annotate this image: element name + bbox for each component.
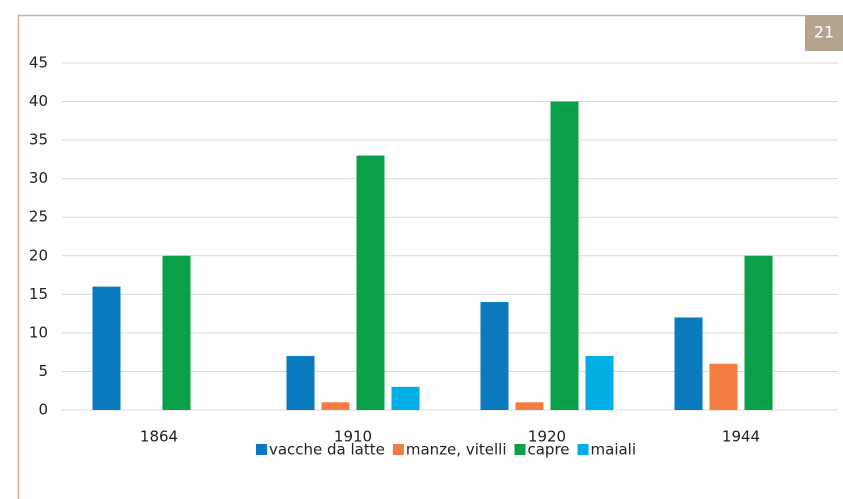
bar — [391, 386, 420, 410]
y-tick-label: 30 — [29, 169, 48, 187]
bar — [744, 255, 773, 410]
legend-label: manze, vitelli — [406, 441, 507, 459]
bar — [162, 255, 191, 410]
bar — [92, 286, 121, 410]
bar — [321, 402, 350, 410]
legend-swatch — [392, 444, 404, 455]
y-tick-label: 15 — [29, 285, 48, 303]
bar — [709, 363, 738, 410]
y-tick-label: 0 — [38, 401, 48, 419]
bar — [550, 101, 579, 411]
x-tick-label: 1944 — [722, 428, 760, 446]
legend-label: maiali — [591, 441, 637, 459]
y-tick-label: 10 — [29, 323, 48, 341]
x-tick-label: 1920 — [528, 428, 566, 446]
legend-label: vacche da latte — [269, 441, 385, 459]
x-tick-label: 1910 — [334, 428, 372, 446]
bar — [585, 356, 614, 410]
badge-text: 21 — [814, 23, 834, 42]
x-tick-label: 1864 — [140, 428, 178, 446]
bar — [480, 302, 509, 410]
legend-label: capre — [527, 441, 569, 459]
bar — [286, 356, 315, 410]
bar — [515, 402, 544, 410]
y-tick-label: 40 — [29, 92, 48, 110]
y-tick-label: 5 — [38, 362, 48, 380]
legend-swatch — [514, 444, 526, 455]
legend-swatch — [577, 444, 589, 455]
y-tick-label: 35 — [29, 131, 48, 149]
bar — [356, 155, 385, 410]
legend-swatch — [255, 444, 267, 455]
y-tick-label: 45 — [29, 54, 48, 72]
frame — [17, 14, 805, 499]
y-tick-label: 20 — [29, 246, 48, 264]
y-tick-label: 25 — [29, 208, 48, 226]
bar — [674, 317, 703, 410]
badge — [805, 15, 843, 51]
